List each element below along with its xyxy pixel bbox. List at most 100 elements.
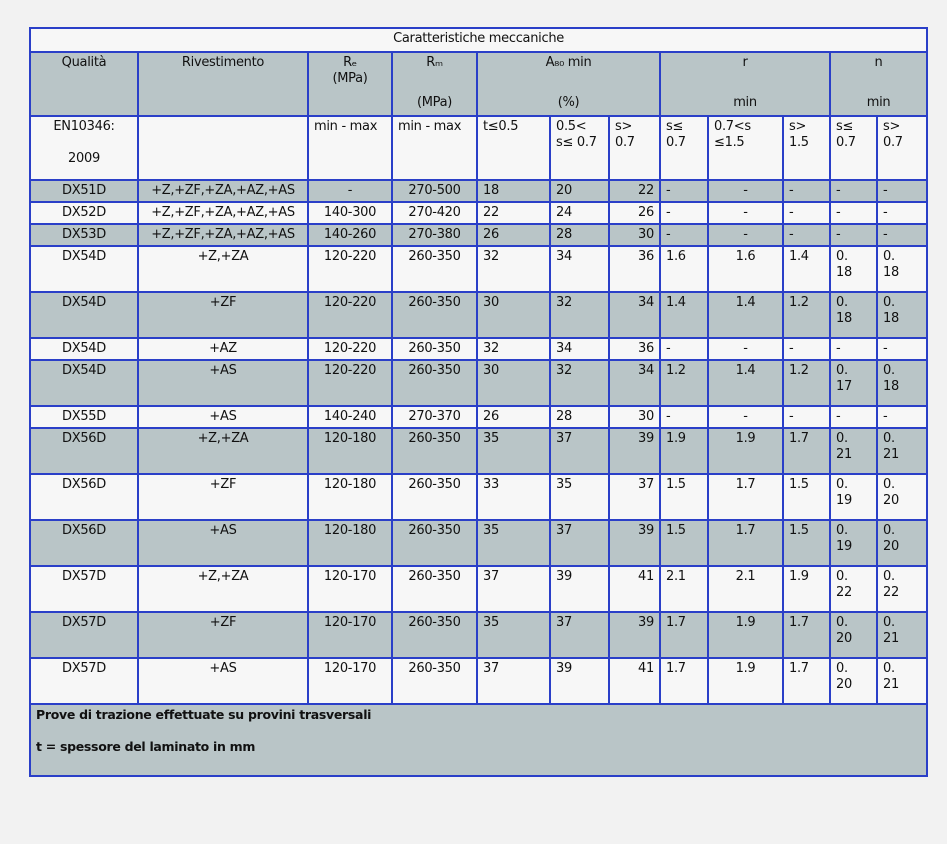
- cell-re: 140-240: [307, 405, 393, 429]
- cell-n-2: -: [875, 337, 929, 361]
- cell-value: 1.7: [789, 661, 809, 676]
- cell-a80-2: 32: [549, 359, 610, 407]
- cell-n-1: 0.20: [829, 657, 878, 705]
- cell-rm: 260-350: [391, 565, 478, 613]
- cell-a80-1: 18: [476, 179, 551, 203]
- table-footer: Prove di trazione effettuate su provini …: [28, 703, 929, 777]
- cell-value: +ZF: [209, 615, 237, 630]
- cell-value: -: [883, 227, 888, 242]
- cell-value: 1.9: [735, 431, 756, 446]
- cell-value: 120-170: [323, 615, 377, 630]
- cell-value: 1.2: [789, 363, 809, 378]
- cell-value: 36: [638, 249, 654, 264]
- cell-value: 1.7: [666, 615, 686, 630]
- cell-value: DX52D: [62, 205, 106, 220]
- cell-rivestimento: +AS: [137, 657, 309, 705]
- cell-value: 24: [556, 205, 572, 220]
- cell-value: 260-350: [408, 341, 461, 356]
- cell-r-3: 1.2: [782, 291, 831, 339]
- cell-qualita: DX56D: [29, 473, 139, 521]
- cell-a80-3: 39: [608, 611, 661, 659]
- table-row: DX57D +AS 120-170 260-350 37 39 41 1.7 1.9 1.7 0.2…: [29, 657, 929, 705]
- cell-value: 1.5: [789, 477, 809, 492]
- cell-n-2: 0.20: [875, 519, 929, 567]
- cell-a80-3: 34: [608, 291, 661, 339]
- cell-rivestimento: +Z,+ZF,+ZA,+AZ,+AS: [137, 201, 309, 225]
- cell-n-2: -: [875, 223, 929, 247]
- cell-value: 1.4: [735, 363, 756, 378]
- cell-re: 120-220: [307, 245, 393, 293]
- cell-value: 120-220: [323, 249, 377, 264]
- cell-r-2: 1.7: [707, 519, 784, 567]
- cell-value: 28: [556, 409, 572, 424]
- cell-qualita: DX55D: [29, 405, 139, 429]
- cell-value: 270-370: [408, 409, 461, 424]
- cell-value: 39: [638, 431, 654, 446]
- cell-n-2: 0.22: [875, 565, 929, 613]
- cell-rm: 260-350: [391, 427, 478, 475]
- header-n: n min: [828, 51, 929, 117]
- cell-value: 120-180: [323, 523, 377, 538]
- cell-r-3: -: [782, 337, 831, 361]
- cell-rm: 260-350: [391, 359, 478, 407]
- cell-re: -: [307, 179, 393, 203]
- cell-value: 26: [483, 227, 499, 242]
- cell-value: 1.2: [789, 295, 809, 310]
- cell-value: 34: [638, 363, 654, 378]
- cell-n-1: -: [829, 405, 878, 429]
- cell-value: 0.20: [836, 615, 852, 646]
- cell-rivestimento: +Z,+ZF,+ZA,+AZ,+AS: [137, 179, 309, 203]
- cell-qualita: DX53D: [29, 223, 139, 247]
- subheader-empty: [137, 115, 309, 181]
- cell-r-2: -: [707, 223, 784, 247]
- cell-n-2: 0.18: [875, 359, 929, 407]
- cell-value: 1.9: [789, 569, 809, 584]
- cell-value: DX54D: [62, 363, 106, 378]
- cell-value: +Z,+ZF,+ZA,+AZ,+AS: [151, 205, 295, 220]
- cell-value: 35: [483, 431, 499, 446]
- cell-qualita: DX57D: [29, 657, 139, 705]
- cell-a80-2: 39: [549, 657, 610, 705]
- cell-r-2: 1.6: [707, 245, 784, 293]
- cell-value: 37: [556, 431, 572, 446]
- cell-qualita: DX54D: [29, 359, 139, 407]
- cell-n-1: -: [829, 223, 878, 247]
- cell-value: 0.20: [883, 523, 899, 554]
- cell-r-1: 1.4: [659, 291, 709, 339]
- cell-value: 0.18: [883, 295, 899, 326]
- footer-note-thickness: t = spessore del laminato in mm: [36, 739, 256, 754]
- cell-value: 22: [483, 205, 499, 220]
- cell-value: DX54D: [62, 295, 106, 310]
- cell-value: -: [743, 205, 748, 220]
- header-n-unit: min: [866, 95, 891, 110]
- cell-value: 34: [556, 249, 572, 264]
- cell-r-2: -: [707, 337, 784, 361]
- subheader-rm: min - max: [391, 115, 478, 181]
- cell-value: +AS: [209, 523, 237, 538]
- cell-a80-3: 30: [608, 223, 661, 247]
- cell-a80-1: 26: [476, 223, 551, 247]
- table-row: DX54D +ZF 120-220 260-350 30 32 34 1.4 1.4 1.2 0.1…: [29, 291, 929, 339]
- cell-value: 0.18: [883, 249, 899, 280]
- cell-value: -: [743, 341, 748, 356]
- cell-value: -: [836, 227, 841, 242]
- cell-rivestimento: +Z,+ZA: [137, 245, 309, 293]
- cell-value: 140-260: [323, 227, 377, 242]
- cell-value: +Z,+ZA: [197, 249, 249, 264]
- cell-value: +AZ: [209, 341, 237, 356]
- header-r: r min: [659, 51, 831, 117]
- cell-value: 260-350: [408, 249, 461, 264]
- cell-value: 1.5: [666, 523, 686, 538]
- cell-value: 260-350: [408, 569, 461, 584]
- header-rivestimento: Rivestimento: [137, 51, 309, 117]
- subheader-r2: 0.7<s ≤1.5: [707, 115, 784, 181]
- cell-value: 32: [556, 363, 572, 378]
- cell-rm: 260-350: [391, 519, 478, 567]
- subheader-a3: s> 0.7: [608, 115, 661, 181]
- cell-rm: 260-350: [391, 611, 478, 659]
- cell-n-1: -: [829, 337, 878, 361]
- cell-value: -: [743, 183, 748, 198]
- cell-r-1: 1.5: [659, 519, 709, 567]
- cell-r-3: -: [782, 405, 831, 429]
- cell-re: 120-180: [307, 473, 393, 521]
